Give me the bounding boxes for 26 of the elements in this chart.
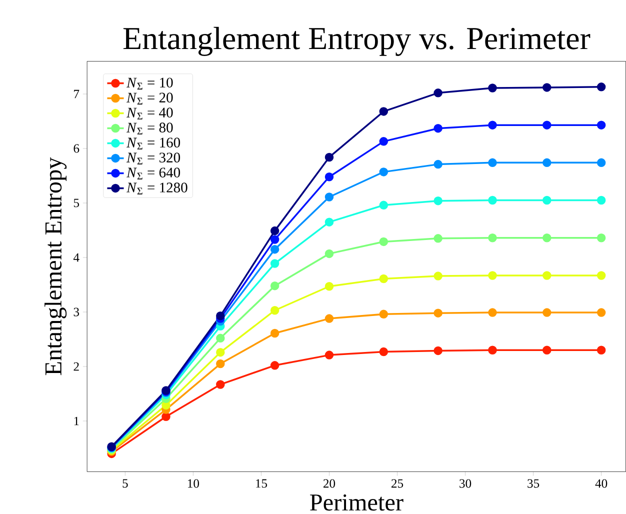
y-tick-label: 6 <box>74 144 80 153</box>
x-tick-label: 15 <box>256 479 268 488</box>
y-tick-label: 1 <box>74 416 79 426</box>
legend-label: N$_{Σ}$ = 20 <box>126 92 173 104</box>
x-tick-label: 20 <box>323 479 336 488</box>
y-tick-label: 2 <box>74 362 79 371</box>
x-axis-title: Perimeter <box>310 494 404 511</box>
legend-label: N$_{Σ}$ = 10 <box>126 78 173 90</box>
y-tick-label: 7 <box>74 90 80 98</box>
legend-label: N$_{Σ}$ = 320 <box>126 152 180 164</box>
legend-label: N$_{Σ}$ = 640 <box>126 168 180 180</box>
legend-label: N$_{Σ}$ = 40 <box>126 108 173 120</box>
x-tick-label: 40 <box>595 479 608 488</box>
legend-label: N$_{Σ}$ = 1280 <box>126 182 188 194</box>
legend-label: N$_{Σ}$ = 160 <box>126 138 180 150</box>
y-tick-label: 3 <box>74 308 80 316</box>
y-axis-title: Entanglement Entropy <box>44 157 67 376</box>
chart-title: Entanglement Entropy vs. Perimeter <box>123 26 590 56</box>
x-tick-label: 5 <box>122 479 128 488</box>
x-tick-label: 10 <box>188 479 200 488</box>
legend-label: N$_{Σ}$ = 80 <box>126 122 173 134</box>
y-tick-label: 4 <box>73 253 80 262</box>
y-tick-label: 5 <box>74 198 80 208</box>
x-tick-label: 35 <box>528 479 540 488</box>
x-tick-label: 30 <box>460 479 472 488</box>
x-tick-label: 25 <box>392 479 404 488</box>
